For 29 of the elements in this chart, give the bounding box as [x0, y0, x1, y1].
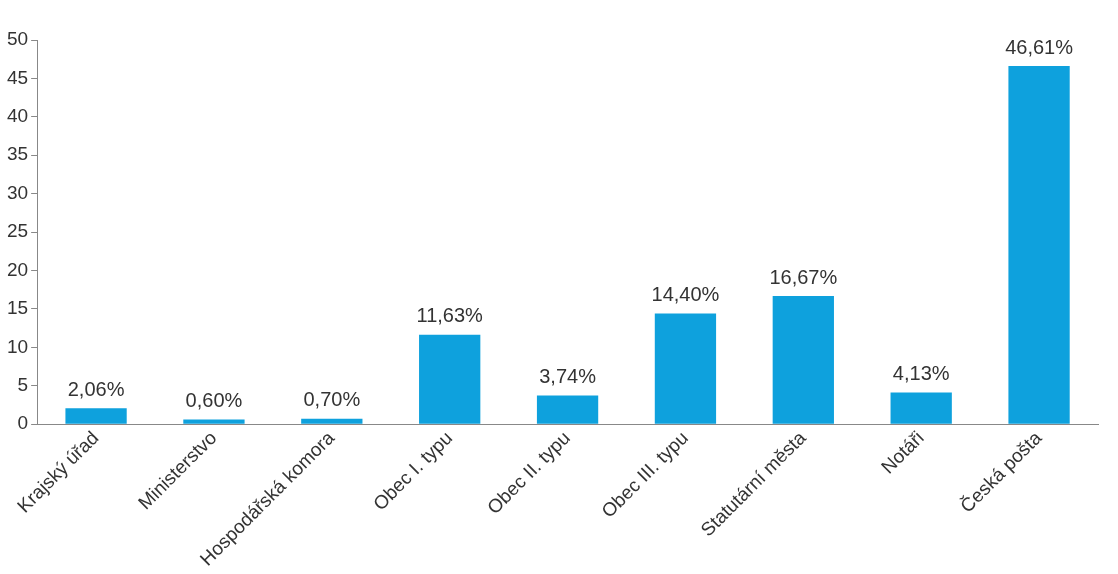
y-tick-label: 5 — [17, 374, 29, 395]
y-tick-label: 30 — [6, 181, 29, 203]
data-label: 3,74% — [539, 364, 597, 387]
data-label: 0,60% — [185, 389, 243, 412]
bar — [183, 419, 245, 424]
data-label: 0,70% — [303, 388, 361, 411]
y-tick-label: 35 — [6, 143, 29, 165]
y-tick-label: 15 — [6, 297, 29, 319]
data-label: 2,06% — [67, 377, 125, 400]
y-tick-label: 45 — [6, 66, 29, 88]
bar — [65, 408, 127, 424]
y-tick-label: 25 — [6, 220, 29, 242]
data-label: 16,67% — [769, 265, 838, 288]
data-label: 4,13% — [892, 361, 950, 384]
bar — [654, 313, 717, 424]
data-label: 11,63% — [416, 304, 484, 327]
y-tick-label: 0 — [17, 412, 29, 434]
bar — [772, 296, 834, 424]
y-tick-label: 20 — [6, 258, 29, 280]
bar — [301, 418, 363, 424]
bar — [890, 392, 952, 424]
y-tick-label: 10 — [6, 335, 29, 357]
data-label: 46,61% — [1005, 35, 1074, 58]
y-tick-label: 40 — [6, 105, 29, 127]
bar — [1008, 66, 1070, 424]
y-tick-label: 50 — [6, 28, 29, 50]
bar — [536, 395, 599, 424]
data-label: 14,40% — [651, 283, 720, 306]
bar — [419, 334, 481, 424]
